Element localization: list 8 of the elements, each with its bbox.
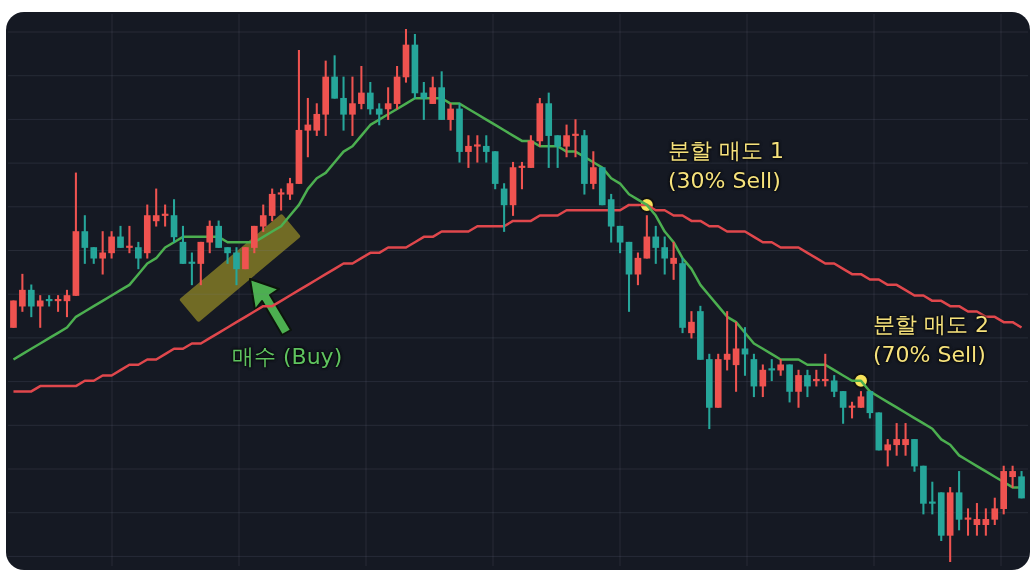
annotation: 매수 (Buy) xyxy=(232,343,343,371)
candlestick xyxy=(10,300,17,328)
candlestick xyxy=(474,135,481,163)
candlestick xyxy=(598,167,606,206)
annotation: 분할 매도 1 (30% Sell) xyxy=(668,137,784,195)
candlestick xyxy=(875,412,883,451)
annotation: 분할 매도 2 (70% Sell) xyxy=(873,311,989,369)
candlestick xyxy=(242,247,249,270)
